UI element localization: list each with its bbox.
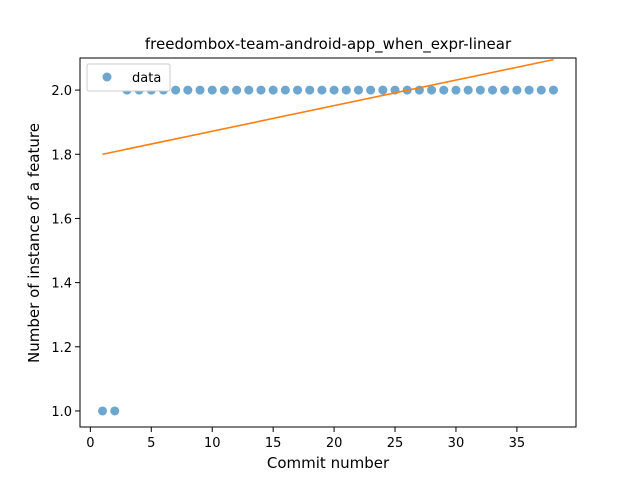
x-axis: 0 5 10 15 20 25 30 35: [86, 427, 525, 451]
data-point: [427, 85, 437, 95]
data-point: [317, 85, 327, 95]
data-point: [305, 85, 315, 95]
data-point: [207, 85, 217, 95]
data-point: [171, 85, 181, 95]
data-point: [256, 85, 266, 95]
data-point: [451, 85, 461, 95]
x-axis-label: Commit number: [267, 454, 390, 472]
y-tick-label: 2.0: [51, 84, 72, 99]
legend-box: [86, 63, 171, 92]
data-point: [110, 406, 120, 416]
data-point: [293, 85, 303, 95]
data-point: [195, 85, 205, 95]
plot-area: [98, 58, 558, 416]
data-point: [183, 85, 193, 95]
data-point: [524, 85, 534, 95]
y-tick-label: 1.2: [51, 341, 72, 356]
x-tick-label: 5: [147, 436, 155, 451]
data-point: [439, 85, 449, 95]
data-point: [366, 85, 376, 95]
x-tick-label: 10: [204, 436, 221, 451]
y-tick-label: 1.4: [51, 277, 72, 292]
legend-label-data: data: [132, 71, 161, 86]
data-point: [268, 85, 278, 95]
data-point: [219, 85, 229, 95]
data-point: [548, 85, 558, 95]
data-point: [463, 85, 473, 95]
legend: data: [86, 63, 171, 92]
x-tick-label: 15: [265, 436, 282, 451]
data-point: [341, 85, 351, 95]
data-point: [378, 85, 388, 95]
data-point: [244, 85, 254, 95]
y-axis: 1.0 1.2 1.4 1.6 1.8 2.0: [51, 84, 80, 420]
axes-frame: [79, 57, 577, 428]
data-point: [329, 85, 339, 95]
x-tick-label: 35: [509, 436, 526, 451]
data-point: [536, 85, 546, 95]
chart-title: freedombox-team-android-app_when_expr-li…: [145, 35, 512, 54]
data-point: [353, 85, 363, 95]
data-point: [512, 85, 522, 95]
data-point: [98, 406, 108, 416]
legend-marker: [102, 72, 112, 82]
x-tick-label: 25: [387, 436, 404, 451]
y-axis-label: Number of instance of a feature: [25, 123, 43, 363]
linear-fit-line: [102, 58, 554, 156]
y-tick-label: 1.6: [51, 212, 72, 227]
data-point: [488, 85, 498, 95]
data-point: [500, 85, 510, 95]
x-tick-label: 0: [86, 436, 94, 451]
data-point: [232, 85, 242, 95]
data-point: [280, 85, 290, 95]
x-tick-label: 20: [326, 436, 343, 451]
y-tick-label: 1.0: [51, 405, 72, 420]
data-point: [475, 85, 485, 95]
y-tick-label: 1.8: [51, 148, 72, 163]
x-tick-label: 30: [448, 436, 465, 451]
